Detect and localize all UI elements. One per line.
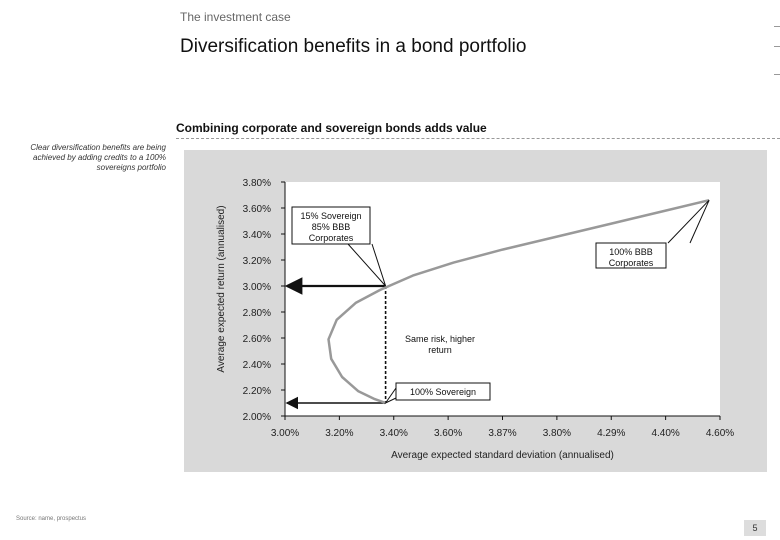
- guide-lines: [284, 277, 387, 410]
- y-axis-title: Average expected return (annualised): [216, 205, 227, 372]
- y-tick-label: 3.00%: [243, 282, 271, 293]
- x-tick-label: 3.80%: [543, 428, 571, 439]
- section-title: Combining corporate and sovereign bonds …: [176, 121, 487, 135]
- axis-labels: Average expected standard deviation (ann…: [216, 205, 614, 461]
- y-tick-label: 2.40%: [243, 360, 271, 371]
- right-edge-mark: [774, 26, 780, 27]
- callout-sov-pointer: [384, 387, 397, 405]
- y-tick-label: 2.00%: [243, 412, 271, 423]
- y-tick-label: 3.20%: [243, 256, 271, 267]
- callout-corp-text: 100% BBB: [609, 247, 653, 257]
- y-tick-label: 3.80%: [243, 178, 271, 189]
- callout-mix-text: 15% Sovereign: [300, 211, 361, 221]
- x-tick-label: 3.60%: [434, 428, 462, 439]
- efficient-frontier-line: [327, 198, 710, 405]
- x-tick-label: 3.00%: [271, 428, 299, 439]
- callout-mix-pointer: [347, 243, 387, 287]
- axes: 3.00% 3.20% 3.40% 3.60% 3.87% 3.80% 4.29% 4.40%…: [243, 178, 735, 439]
- y-tick-label: 3.40%: [243, 230, 271, 241]
- header-eyebrow: The investment case: [180, 10, 291, 24]
- x-tick-label: 3.87%: [488, 428, 516, 439]
- x-tick-label: 3.40%: [380, 428, 408, 439]
- x-axis-title: Average expected standard deviation (ann…: [391, 450, 614, 461]
- section-rule: [176, 138, 780, 139]
- right-edge-mark: [774, 46, 780, 47]
- side-note: Clear diversification benefits are being…: [30, 143, 166, 172]
- y-tick-label: 3.60%: [243, 204, 271, 215]
- callout-corp-pointer: [667, 199, 710, 244]
- callout-sov-text: 100% Sovereign: [410, 387, 476, 397]
- page-title: Diversification benefits in a bond portf…: [180, 36, 527, 57]
- callout-mix-box: [291, 206, 371, 245]
- x-tick-label: 4.29%: [597, 428, 625, 439]
- y-tick-label: 2.20%: [243, 386, 271, 397]
- x-tick-label: 4.40%: [651, 428, 679, 439]
- callout-mix-text: 85% BBB: [312, 222, 351, 232]
- callout-sov-box: [395, 382, 491, 401]
- same-risk-annotation: return: [428, 345, 452, 355]
- x-tick-label: 4.60%: [706, 428, 734, 439]
- x-tick-label: 3.20%: [325, 428, 353, 439]
- callout-corp-box: [595, 242, 667, 269]
- y-tick-label: 2.60%: [243, 334, 271, 345]
- callout-mix-text: Corporates: [309, 233, 354, 243]
- same-risk-annotation: Same risk, higher: [405, 334, 475, 344]
- footer-source: Source: name, prospectus: [16, 516, 87, 522]
- page-number: 5: [744, 520, 766, 536]
- y-tick-label: 2.80%: [243, 308, 271, 319]
- callout-corp-text: Corporates: [609, 258, 654, 268]
- series: [327, 198, 710, 405]
- right-edge-mark: [774, 74, 780, 75]
